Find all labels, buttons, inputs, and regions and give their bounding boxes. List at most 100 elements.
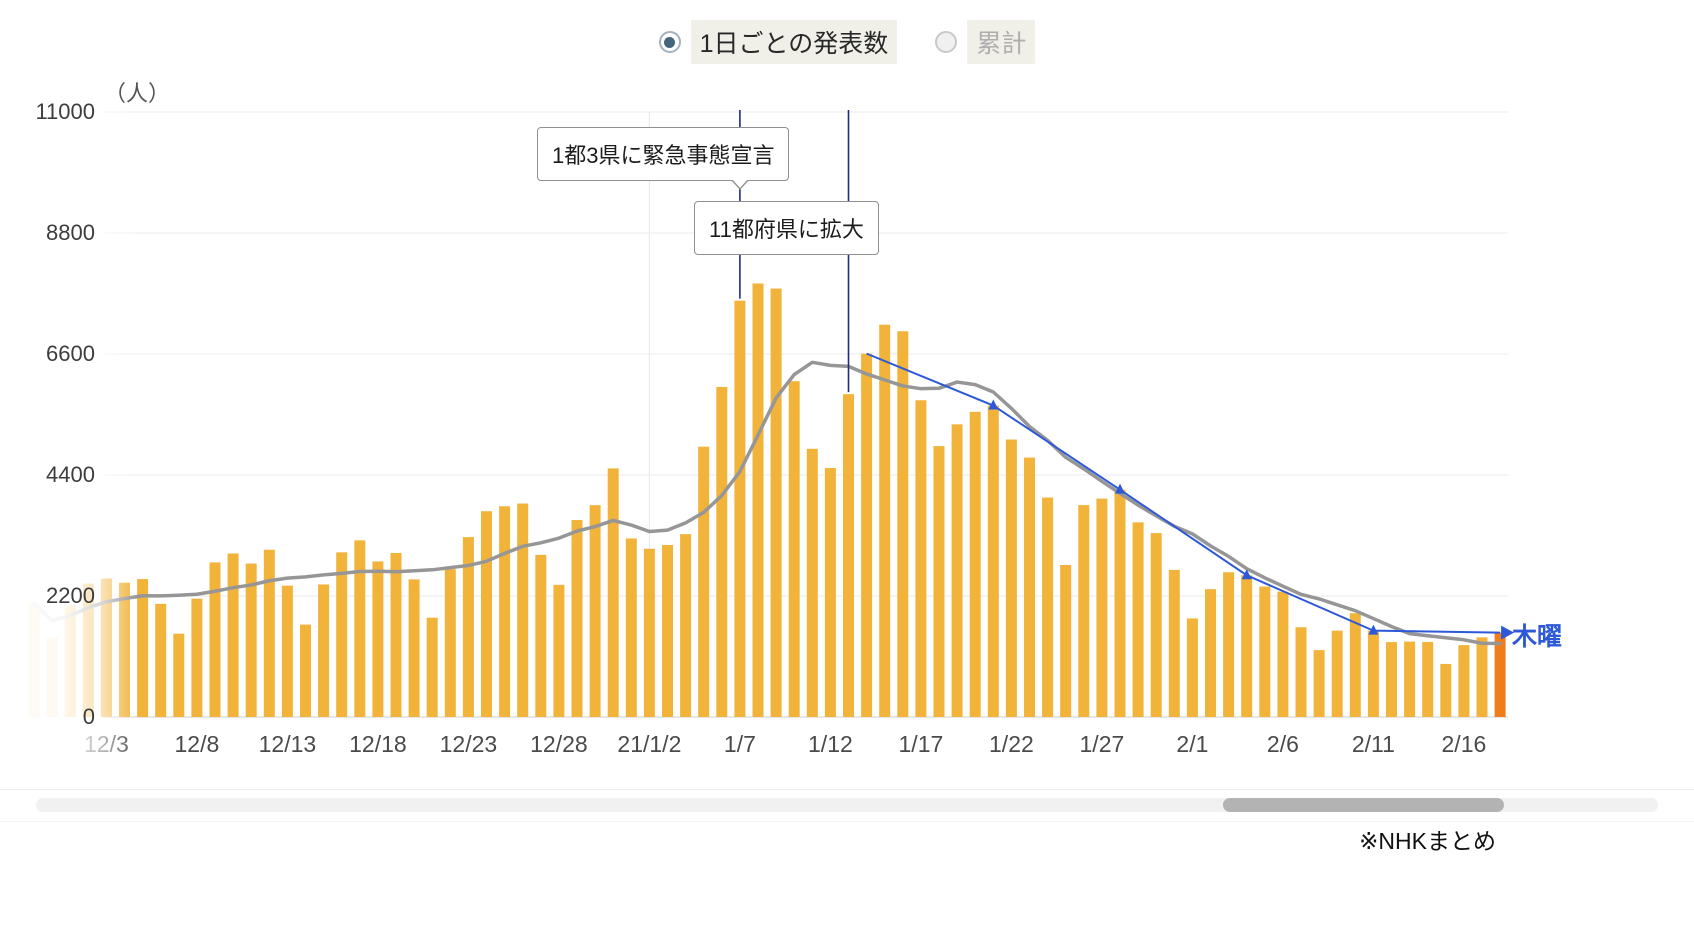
scrollbar-thumb[interactable] [1223, 798, 1504, 812]
bar-1/31[interactable] [1168, 569, 1180, 717]
x-axis-label-2/11: 2/11 [1352, 731, 1395, 757]
x-axis-label-1/27: 1/27 [1080, 731, 1125, 757]
bar-1/13[interactable] [843, 394, 854, 717]
bar-2/13[interactable] [1404, 641, 1416, 717]
bar-2/8[interactable] [1313, 650, 1325, 717]
bar-2/17[interactable] [1476, 637, 1488, 717]
bar-1/18[interactable] [933, 446, 945, 717]
bar-2/15[interactable] [1440, 663, 1452, 717]
bar-1/9[interactable] [770, 288, 782, 717]
bar-2/12[interactable] [1386, 642, 1397, 717]
bar-1/15[interactable] [879, 324, 891, 717]
bar-12/28[interactable] [553, 584, 565, 717]
bar-12/7[interactable] [173, 633, 185, 717]
bar-1/11[interactable] [806, 448, 818, 717]
bar-1/30[interactable] [1150, 533, 1162, 717]
bar-2/6[interactable] [1277, 591, 1289, 717]
bar-1/25[interactable] [1060, 564, 1072, 717]
bar-12/27[interactable] [535, 554, 547, 717]
bar-2/18[interactable] [1494, 632, 1506, 717]
bar-12/5[interactable] [137, 579, 149, 717]
bar-1/23[interactable] [1024, 457, 1035, 717]
bar-1/28[interactable] [1114, 489, 1126, 717]
source-note: ※NHKまとめ [1359, 828, 1496, 854]
bar-2/1[interactable] [1186, 618, 1198, 717]
bar-1/21[interactable] [987, 405, 999, 717]
bar-12/24[interactable] [481, 511, 492, 717]
bar-1/27[interactable] [1096, 498, 1108, 717]
bar-2/11[interactable] [1367, 630, 1379, 717]
bar-12/26[interactable] [517, 503, 529, 717]
bar-12/8[interactable] [191, 598, 203, 717]
y-axis-unit: （人） [104, 81, 171, 106]
radio-daily-label[interactable]: 1日ごとの発表数 [690, 20, 898, 64]
bar-1/22[interactable] [1005, 439, 1017, 717]
x-axis-label-12/13: 12/13 [259, 731, 317, 757]
bar-2/4[interactable] [1241, 575, 1253, 717]
bar-1/6[interactable] [716, 386, 728, 717]
radio-option-cumulative[interactable]: 累計 [935, 20, 1036, 64]
bar-12/14[interactable] [300, 624, 311, 717]
scrollbar-track[interactable] [36, 798, 1658, 812]
bar-2/2[interactable] [1205, 589, 1216, 717]
bar-12/13[interactable] [281, 585, 293, 717]
bar-12/20[interactable] [408, 579, 420, 717]
bar-12/19[interactable] [390, 552, 402, 717]
bar-12/17[interactable] [354, 540, 366, 717]
bar-2/3[interactable] [1223, 572, 1235, 717]
bar-12/18[interactable] [372, 561, 384, 717]
bar-1/1[interactable] [625, 538, 637, 717]
bar-1/16[interactable] [897, 331, 909, 717]
bar-1/14[interactable] [861, 353, 873, 717]
bar-12/9[interactable] [209, 562, 221, 717]
bar-12/16[interactable] [336, 552, 348, 717]
bar-1/5[interactable] [698, 446, 710, 717]
chart-canvas[interactable]: 12/3 12/8 12/13 12/18 12/23 12/28 21/1/2 1/7 1/1… [0, 0, 1694, 775]
radio-cumulative-button[interactable] [935, 31, 958, 53]
bar-12/29[interactable] [571, 520, 583, 717]
bar-1/10[interactable] [788, 381, 800, 717]
bar-12/30[interactable] [589, 505, 601, 717]
bar-12/12[interactable] [263, 549, 275, 717]
bar-1/24[interactable] [1042, 497, 1054, 717]
bar-12/23[interactable] [462, 537, 474, 717]
bar-2/5[interactable] [1259, 586, 1271, 717]
radio-daily-button[interactable] [658, 31, 681, 53]
bar-12/11[interactable] [245, 563, 257, 717]
bar-2/9[interactable] [1331, 630, 1343, 717]
bar-12/25[interactable] [499, 506, 511, 717]
bar-1/29[interactable] [1132, 522, 1144, 717]
bar-11/29[interactable] [28, 603, 40, 717]
bar-1/26[interactable] [1078, 505, 1090, 717]
bar-1/12[interactable] [824, 468, 836, 717]
x-axis-label-12/8: 12/8 [175, 731, 220, 757]
bar-1/4[interactable] [680, 534, 692, 717]
bar-12/4[interactable] [119, 582, 130, 717]
x-axis-label-2/16: 2/16 [1442, 731, 1487, 757]
bar-2/7[interactable] [1295, 627, 1307, 717]
x-axis-label-2/6: 2/6 [1267, 731, 1299, 757]
bar-12/21[interactable] [426, 617, 438, 717]
y-axis-label-4400: 4400 [46, 462, 95, 487]
bar-12/22[interactable] [444, 569, 456, 717]
bar-2/16[interactable] [1458, 645, 1470, 717]
bar-1/8[interactable] [752, 283, 764, 717]
bar-1/19[interactable] [951, 424, 963, 717]
radio-cumulative-label[interactable]: 累計 [967, 20, 1036, 64]
bar-2/10[interactable] [1349, 613, 1361, 717]
bar-1/2[interactable] [643, 548, 655, 717]
bar-1/17[interactable] [915, 400, 927, 717]
y-axis-label-2200: 2200 [46, 583, 95, 608]
bar-12/15[interactable] [318, 584, 330, 717]
bar-12/31[interactable] [607, 468, 619, 717]
bar-2/14[interactable] [1422, 641, 1434, 717]
bar-12/1[interactable] [64, 605, 76, 717]
bar-12/3[interactable] [100, 578, 112, 717]
bar-1/20[interactable] [969, 411, 981, 717]
bar-1/7[interactable] [734, 300, 746, 717]
y-axis-label-0: 0 [82, 704, 95, 729]
bar-12/10[interactable] [227, 553, 239, 717]
bar-12/6[interactable] [155, 603, 167, 717]
radio-option-daily[interactable]: 1日ごとの発表数 [658, 20, 898, 64]
bar-1/3[interactable] [662, 545, 673, 717]
